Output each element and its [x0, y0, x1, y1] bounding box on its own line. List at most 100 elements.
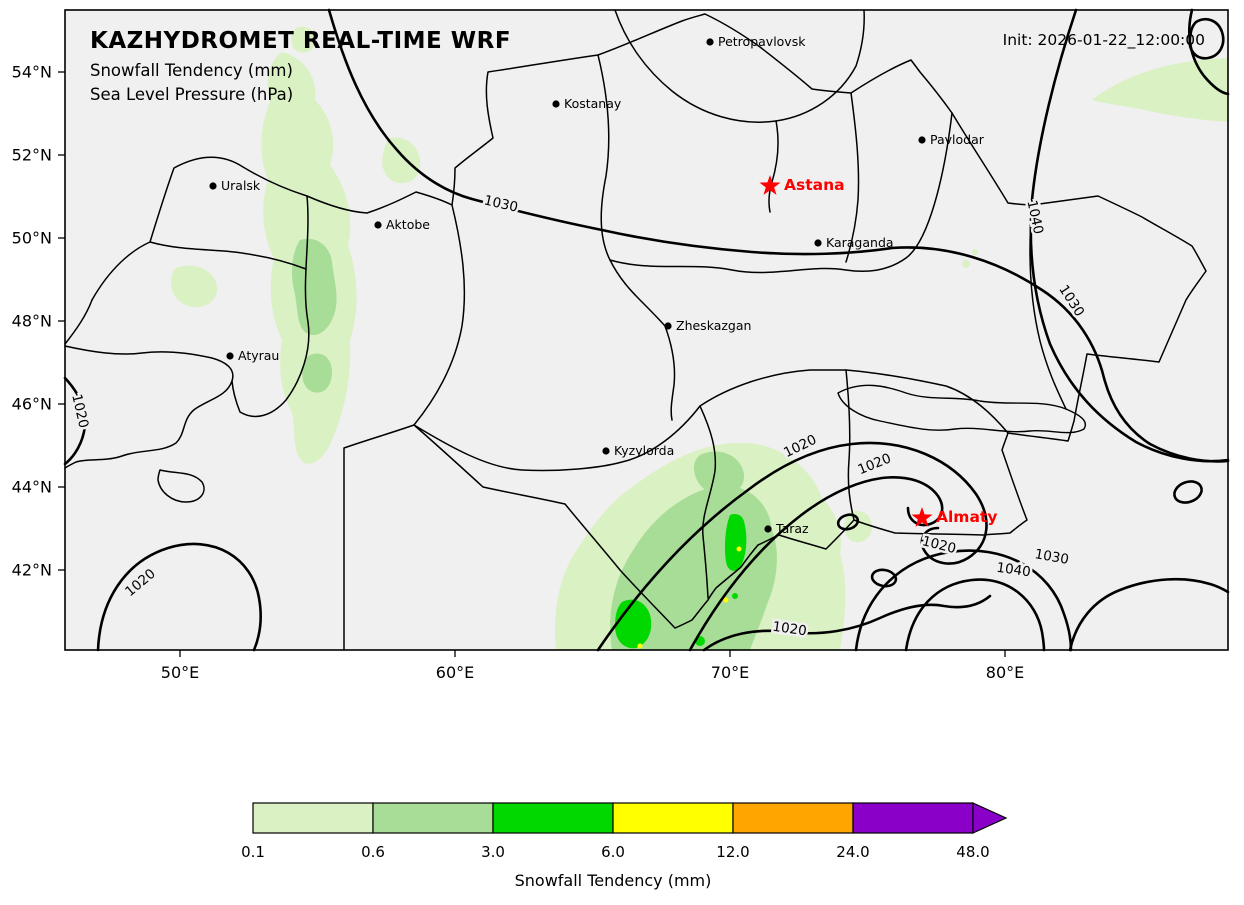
colorbar-segment: [852, 802, 974, 834]
y-tick-label: 42°N: [12, 561, 52, 580]
snow-patch-extreme: [723, 597, 729, 603]
city-label: Kostanay: [564, 96, 622, 111]
city-label: Atyrau: [238, 348, 279, 363]
city-label: Pavlodar: [930, 132, 985, 147]
city-marker: [374, 221, 382, 229]
oblast-border: [614, 9, 865, 123]
oblast-border: [413, 204, 466, 426]
colorbar-tick-label: 3.0: [481, 843, 505, 861]
pressure-contours-layer: [63, 8, 1230, 652]
y-axis: 54°N 52°N 50°N 48°N 46°N 44°N 42°N: [12, 63, 65, 580]
isobar-closed-loop: [870, 568, 898, 588]
snowfall-shading-layer: [171, 26, 1228, 650]
city-marker: [706, 38, 714, 46]
oblast-border: [149, 241, 307, 270]
isobar-1020-southwest: [96, 542, 262, 652]
city-marker: [209, 182, 217, 190]
isobar-1020-central-inner: [688, 476, 944, 652]
oblast-border: [597, 54, 676, 421]
isobar-1020-west: [63, 376, 87, 466]
oblast-border: [609, 112, 953, 274]
init-time-label: Init: 2026-01-22_12:00:00: [1003, 31, 1205, 50]
isobar-closed-loop: [1173, 480, 1203, 504]
capital-label: Almaty: [936, 508, 997, 526]
snow-patch-nw-medium: [302, 353, 332, 393]
y-tick-label: 52°N: [12, 146, 52, 165]
colorbar-tick-label: 12.0: [716, 843, 749, 861]
colorbar-tick-label: 0.1: [241, 843, 265, 861]
city-marker: [602, 447, 610, 455]
colorbar-segment: [732, 802, 854, 834]
colorbar-segment: [492, 802, 614, 834]
capital-star-marker: [759, 175, 781, 195]
snow-patch-light: [972, 249, 978, 255]
snow-patch-heavy: [732, 593, 738, 599]
country-border: [91, 13, 1207, 651]
snow-patch-heavy: [725, 514, 747, 571]
map-frame: [64, 9, 1229, 651]
colorbar-tick-label: 48.0: [956, 843, 989, 861]
snow-patch-heavy: [615, 599, 652, 649]
oblast-border: [231, 195, 310, 418]
oblast-border: [845, 92, 860, 263]
x-axis: 50°E 60°E 70°E 80°E: [161, 650, 1024, 682]
figure-subtitle-snowfall: Snowfall Tendency (mm): [90, 61, 293, 80]
region-borders-layer: [64, 9, 1207, 651]
city-label: Kyzylorda: [614, 443, 674, 458]
snow-patch-extreme: [736, 546, 742, 552]
x-tick-label: 60°E: [436, 663, 474, 682]
isobar-1040-southeast: [904, 578, 1046, 652]
colorbar-tick-label: 0.6: [361, 843, 385, 861]
colorbar-segment: [252, 802, 374, 834]
city-marker: [918, 136, 926, 144]
isobar-corner-loop: [1188, 18, 1225, 60]
snow-patch-light: [171, 265, 218, 308]
y-tick-label: 50°N: [12, 229, 52, 248]
colorbar: 0.1 0.6 3.0 6.0 12.0 24.0 48.0: [241, 802, 1008, 861]
coastline-connector: [64, 299, 93, 345]
isobar-corner: [1188, 8, 1230, 96]
city-marker: [552, 100, 560, 108]
x-tick-label: 50°E: [161, 663, 199, 682]
isobar-closed-loop: [836, 513, 860, 531]
colorbar-extend-arrow: [972, 802, 1008, 834]
oblast-border: [413, 369, 1009, 472]
city-label: Aktobe: [386, 217, 430, 232]
city-label: Karaganda: [826, 235, 894, 250]
lake-balkhash-outline: [837, 384, 1086, 434]
capitals-layer: Astana Almaty: [759, 175, 997, 527]
colorbar-segment: [612, 802, 734, 834]
colorbar-tick-label: 24.0: [836, 843, 869, 861]
isobar-1040: [1029, 8, 1230, 463]
city-label: Taraz: [775, 521, 809, 536]
oblast-border: [845, 369, 855, 521]
y-tick-label: 46°N: [12, 395, 52, 414]
caspian-inlet: [157, 469, 205, 503]
x-tick-label: 80°E: [986, 663, 1024, 682]
oblast-border: [699, 405, 717, 599]
colorbar-tick-label: 6.0: [601, 843, 625, 861]
colorbar-title: Snowfall Tendency (mm): [515, 871, 712, 890]
snow-patch-light: [382, 137, 421, 184]
city-marker: [764, 525, 772, 533]
isobar-1020-south: [702, 594, 992, 652]
colorbar-segment: [372, 802, 494, 834]
snow-patch-medium: [693, 451, 745, 496]
snow-patch-extreme: [637, 643, 643, 649]
snow-patch-light: [962, 260, 970, 268]
figure-title: KAZHYDROMET REAL-TIME WRF: [90, 28, 511, 54]
isobar-southeast-edge: [1068, 577, 1230, 652]
y-tick-label: 48°N: [12, 312, 52, 331]
snow-patch-light: [844, 510, 872, 543]
city-marker: [814, 239, 822, 247]
isobar-1030: [327, 8, 1230, 463]
snow-patch-light: [291, 26, 316, 53]
city-marker: [226, 352, 234, 360]
cities-layer: Petropavlovsk Kostanay Pavlodar Uralsk Aktob…: [209, 34, 985, 536]
isobar-1030-southeast: [854, 549, 1073, 652]
x-tick-label: 70°E: [711, 663, 749, 682]
y-tick-label: 44°N: [12, 478, 52, 497]
city-marker: [664, 322, 672, 330]
